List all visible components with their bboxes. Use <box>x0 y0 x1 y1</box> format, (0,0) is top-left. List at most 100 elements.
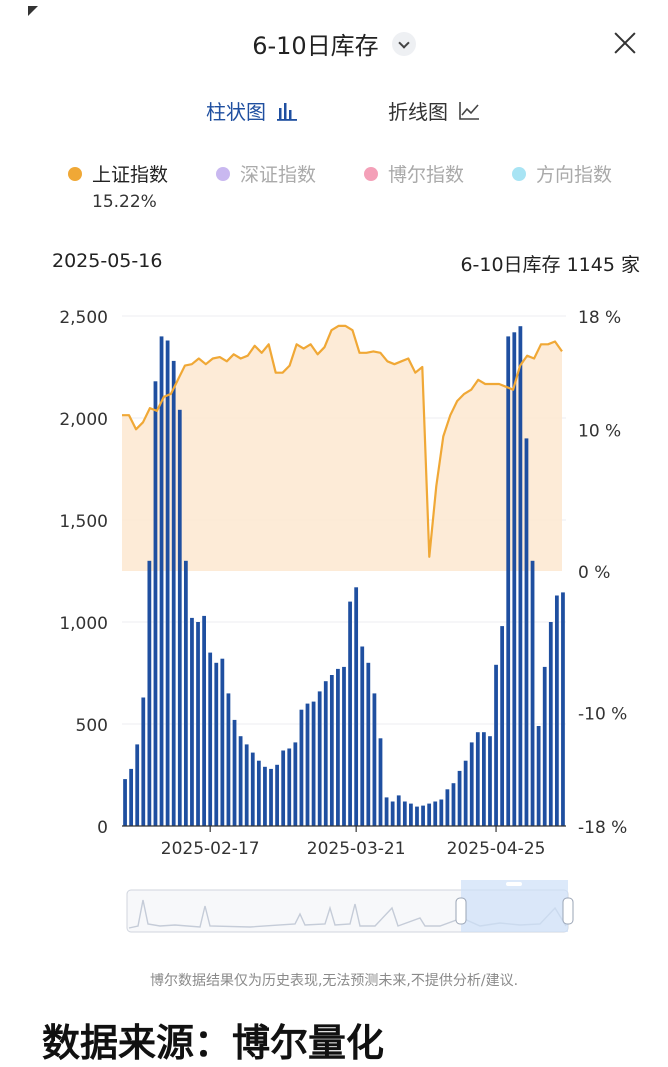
bar <box>202 615 206 826</box>
bar <box>445 789 450 826</box>
navigator-left-handle[interactable] <box>455 897 467 925</box>
bar <box>530 560 535 826</box>
range-navigator[interactable] <box>0 878 668 940</box>
bar <box>390 801 395 826</box>
right-axis-tick-label: -18 % <box>578 818 627 838</box>
axes: 0 500 1,000 1,500 2,000 2,500 -18 % -10 % 0 % 10 … <box>59 308 627 859</box>
bar <box>482 732 486 826</box>
bar <box>269 768 273 826</box>
close-icon[interactable] <box>612 30 638 56</box>
bar <box>287 748 292 826</box>
bar <box>494 664 498 826</box>
left-axis-tick-label: 1,000 <box>59 614 108 634</box>
bar <box>469 742 474 826</box>
bar <box>256 760 261 826</box>
left-axis-tick-label: 2,500 <box>59 308 108 328</box>
left-axis-tick-label: 2,000 <box>59 410 108 430</box>
bar <box>329 675 334 826</box>
bar <box>451 783 456 826</box>
bar <box>360 646 365 826</box>
bar <box>518 326 523 826</box>
bar <box>141 697 146 826</box>
bar <box>281 750 286 826</box>
bar <box>439 799 444 826</box>
bar <box>153 381 158 826</box>
bar <box>123 779 127 826</box>
legend-item-shanghai[interactable]: 上证指数 <box>68 160 168 187</box>
bar <box>232 719 237 826</box>
bar <box>348 601 352 826</box>
line-series-path <box>122 324 563 558</box>
bar <box>226 693 231 826</box>
line-area-fill <box>122 325 562 571</box>
chart-type-tabs: 柱状图 折线图 <box>0 96 668 132</box>
right-axis-tick-label: -10 % <box>578 705 627 725</box>
title-wrap[interactable]: 6-10日库存 <box>0 26 668 61</box>
chevron-down-icon[interactable] <box>391 31 416 56</box>
navigator-right-handle[interactable] <box>562 897 574 925</box>
bar <box>378 738 383 826</box>
legend-label: 上证指数 <box>92 164 169 186</box>
bar <box>548 622 553 826</box>
bar <box>396 795 401 826</box>
bar <box>317 691 322 826</box>
legend-label: 方向指数 <box>536 164 613 186</box>
tab-line-chart[interactable]: 折线图 <box>388 96 480 125</box>
legend-dot <box>68 166 82 181</box>
bar <box>177 409 182 826</box>
bar <box>208 652 213 826</box>
bar <box>171 360 176 826</box>
legend-dot <box>512 166 526 181</box>
bar <box>536 726 541 826</box>
tab-line-chart-label: 折线图 <box>388 100 448 124</box>
bar <box>457 770 462 826</box>
line-area <box>122 325 562 571</box>
tab-bar-chart-label: 柱状图 <box>206 100 266 124</box>
bar <box>305 703 310 826</box>
disclaimer: 博尔数据结果仅为历史表现,无法预测未来,不提供分析/建议. <box>149 973 519 989</box>
page-title[interactable]: 6-10日库存 <box>252 32 379 60</box>
bar <box>561 592 565 826</box>
legend-item-shenzhen[interactable]: 深证指数 <box>216 160 316 187</box>
left-axis-tick-label: 1,500 <box>59 512 108 532</box>
line-chart-icon <box>459 101 479 120</box>
legend-item-boer[interactable]: 博尔指数 <box>364 160 464 187</box>
bar <box>554 595 559 826</box>
bar <box>384 797 389 826</box>
bar-series <box>123 326 565 826</box>
bar <box>354 587 359 826</box>
x-axis-tick-label: 2025-04-25 <box>447 839 546 859</box>
navigator-grip[interactable] <box>506 882 522 886</box>
bar <box>196 622 200 826</box>
bar <box>336 668 340 826</box>
bar <box>463 760 468 826</box>
bar <box>220 658 225 826</box>
bar <box>190 617 194 826</box>
bar <box>250 752 255 826</box>
bar <box>299 709 304 826</box>
combo-chart: 0 500 1,000 1,500 2,000 2,500 -18 % -10 % 0 % 10 … <box>59 308 627 859</box>
bar <box>311 701 316 826</box>
navigator-selection[interactable] <box>461 880 568 932</box>
legend-dot <box>364 166 378 181</box>
data-source: 数据来源：博尔量化 <box>42 1021 385 1065</box>
legend-item-direction[interactable]: 方向指数 <box>512 160 612 187</box>
bar <box>475 732 480 826</box>
bar-chart-icon <box>277 102 297 121</box>
bar <box>433 801 438 826</box>
bar <box>427 803 432 826</box>
bar <box>129 768 134 826</box>
right-axis-tick-label: 10 % <box>578 421 621 441</box>
bar <box>159 336 164 826</box>
x-axis-tick-label: 2025-02-17 <box>161 839 260 859</box>
bar <box>275 764 279 826</box>
left-axis-tick-label: 0 <box>97 818 108 838</box>
tab-bar-chart[interactable]: 柱状图 <box>206 96 298 125</box>
inventory-summary: 6-10日库存 1145 家 <box>460 254 640 276</box>
line-series <box>122 324 563 558</box>
bar <box>542 666 547 826</box>
bar <box>293 742 298 826</box>
bar <box>147 560 152 826</box>
bar <box>415 806 419 826</box>
corner-mark-icon <box>28 6 38 16</box>
